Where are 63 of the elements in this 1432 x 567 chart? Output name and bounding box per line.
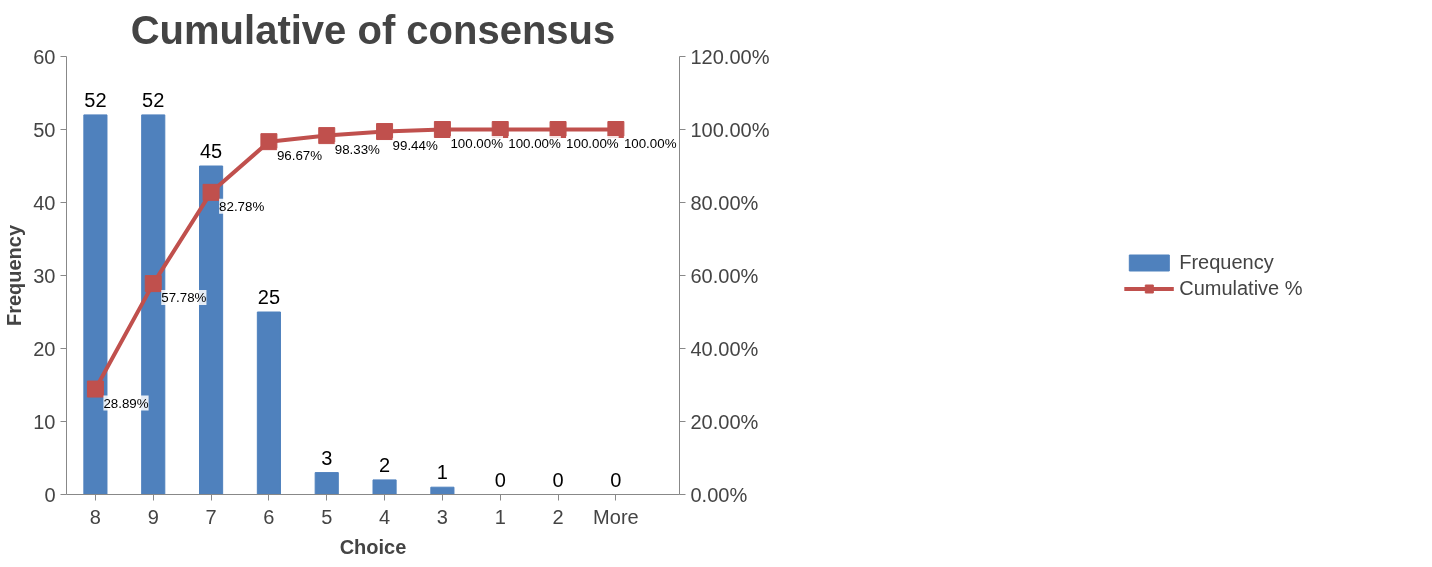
point [318,127,336,145]
x-tick-label: 9 [147,505,159,528]
point [144,275,162,293]
x-tick-label: 1 [494,505,506,528]
x-tick-label: 5 [321,505,333,528]
x-axis-title: Choice [339,535,407,558]
y2-tick-label: 120.00% [690,45,770,68]
data-label: 0 [552,468,564,491]
point [491,121,509,138]
data-label: 100.00% [508,136,561,151]
y2-tick-label: 80.00% [690,191,759,214]
data-label: 96.67% [276,148,323,164]
point [260,133,278,151]
data-label: 52 [84,88,107,111]
point [376,123,394,141]
data-label: 1 [436,461,448,484]
data-label: 52 [142,88,165,111]
y-tick-label: 50 [33,118,56,141]
x-tick-label: 2 [552,505,564,528]
point [202,183,220,201]
bar [430,486,455,495]
x-tick-label: 8 [89,505,101,528]
bar [372,479,397,495]
data-label: 100.00% [566,136,619,151]
y2-tick-label: 0.00% [690,483,748,506]
x-tick-label: 4 [379,505,391,528]
y-tick-label: 40 [33,191,56,214]
point [549,121,567,138]
data-label: 45 [199,140,223,162]
point [433,121,451,138]
x-tick-label: More [593,505,639,528]
chart-title: Cumulative of consensus [130,7,616,52]
data-label: 28.89% [103,395,149,411]
data-label: 57.78% [161,290,207,306]
data-label: 0 [610,468,622,491]
point [86,380,104,398]
point [607,121,625,138]
bar [314,472,339,495]
y-tick-label: 20 [33,337,56,360]
y-tick-label: 10 [33,410,56,433]
data-label: 100.00% [450,136,504,151]
legend-label: Cumulative % [1179,276,1303,300]
bar [256,311,281,495]
data-label: 25 [257,286,281,308]
data-label: 98.33% [334,142,381,158]
data-label: 82.78% [219,198,265,214]
data-label: 99.44% [392,138,438,154]
data-label: 0 [494,468,506,491]
x-tick-label: 3 [436,505,448,528]
x-tick-label: 7 [205,505,217,528]
y-axis-title: Frequency [3,224,26,327]
x-tick-label: 6 [263,505,275,528]
y2-tick-label: 60.00% [690,264,759,287]
data-label: 3 [321,446,333,469]
y2-tick-label: 100.00% [690,118,770,141]
y2-tick-label: 40.00% [690,337,759,360]
y-tick-label: 60 [33,45,56,68]
data-label: 2 [379,453,391,476]
legend-label: Frequency [1179,250,1274,274]
y-tick-label: 0 [44,483,56,506]
y2-tick-label: 20.00% [690,410,759,433]
y-tick-label: 30 [33,264,56,287]
data-label: 100.00% [623,136,677,151]
